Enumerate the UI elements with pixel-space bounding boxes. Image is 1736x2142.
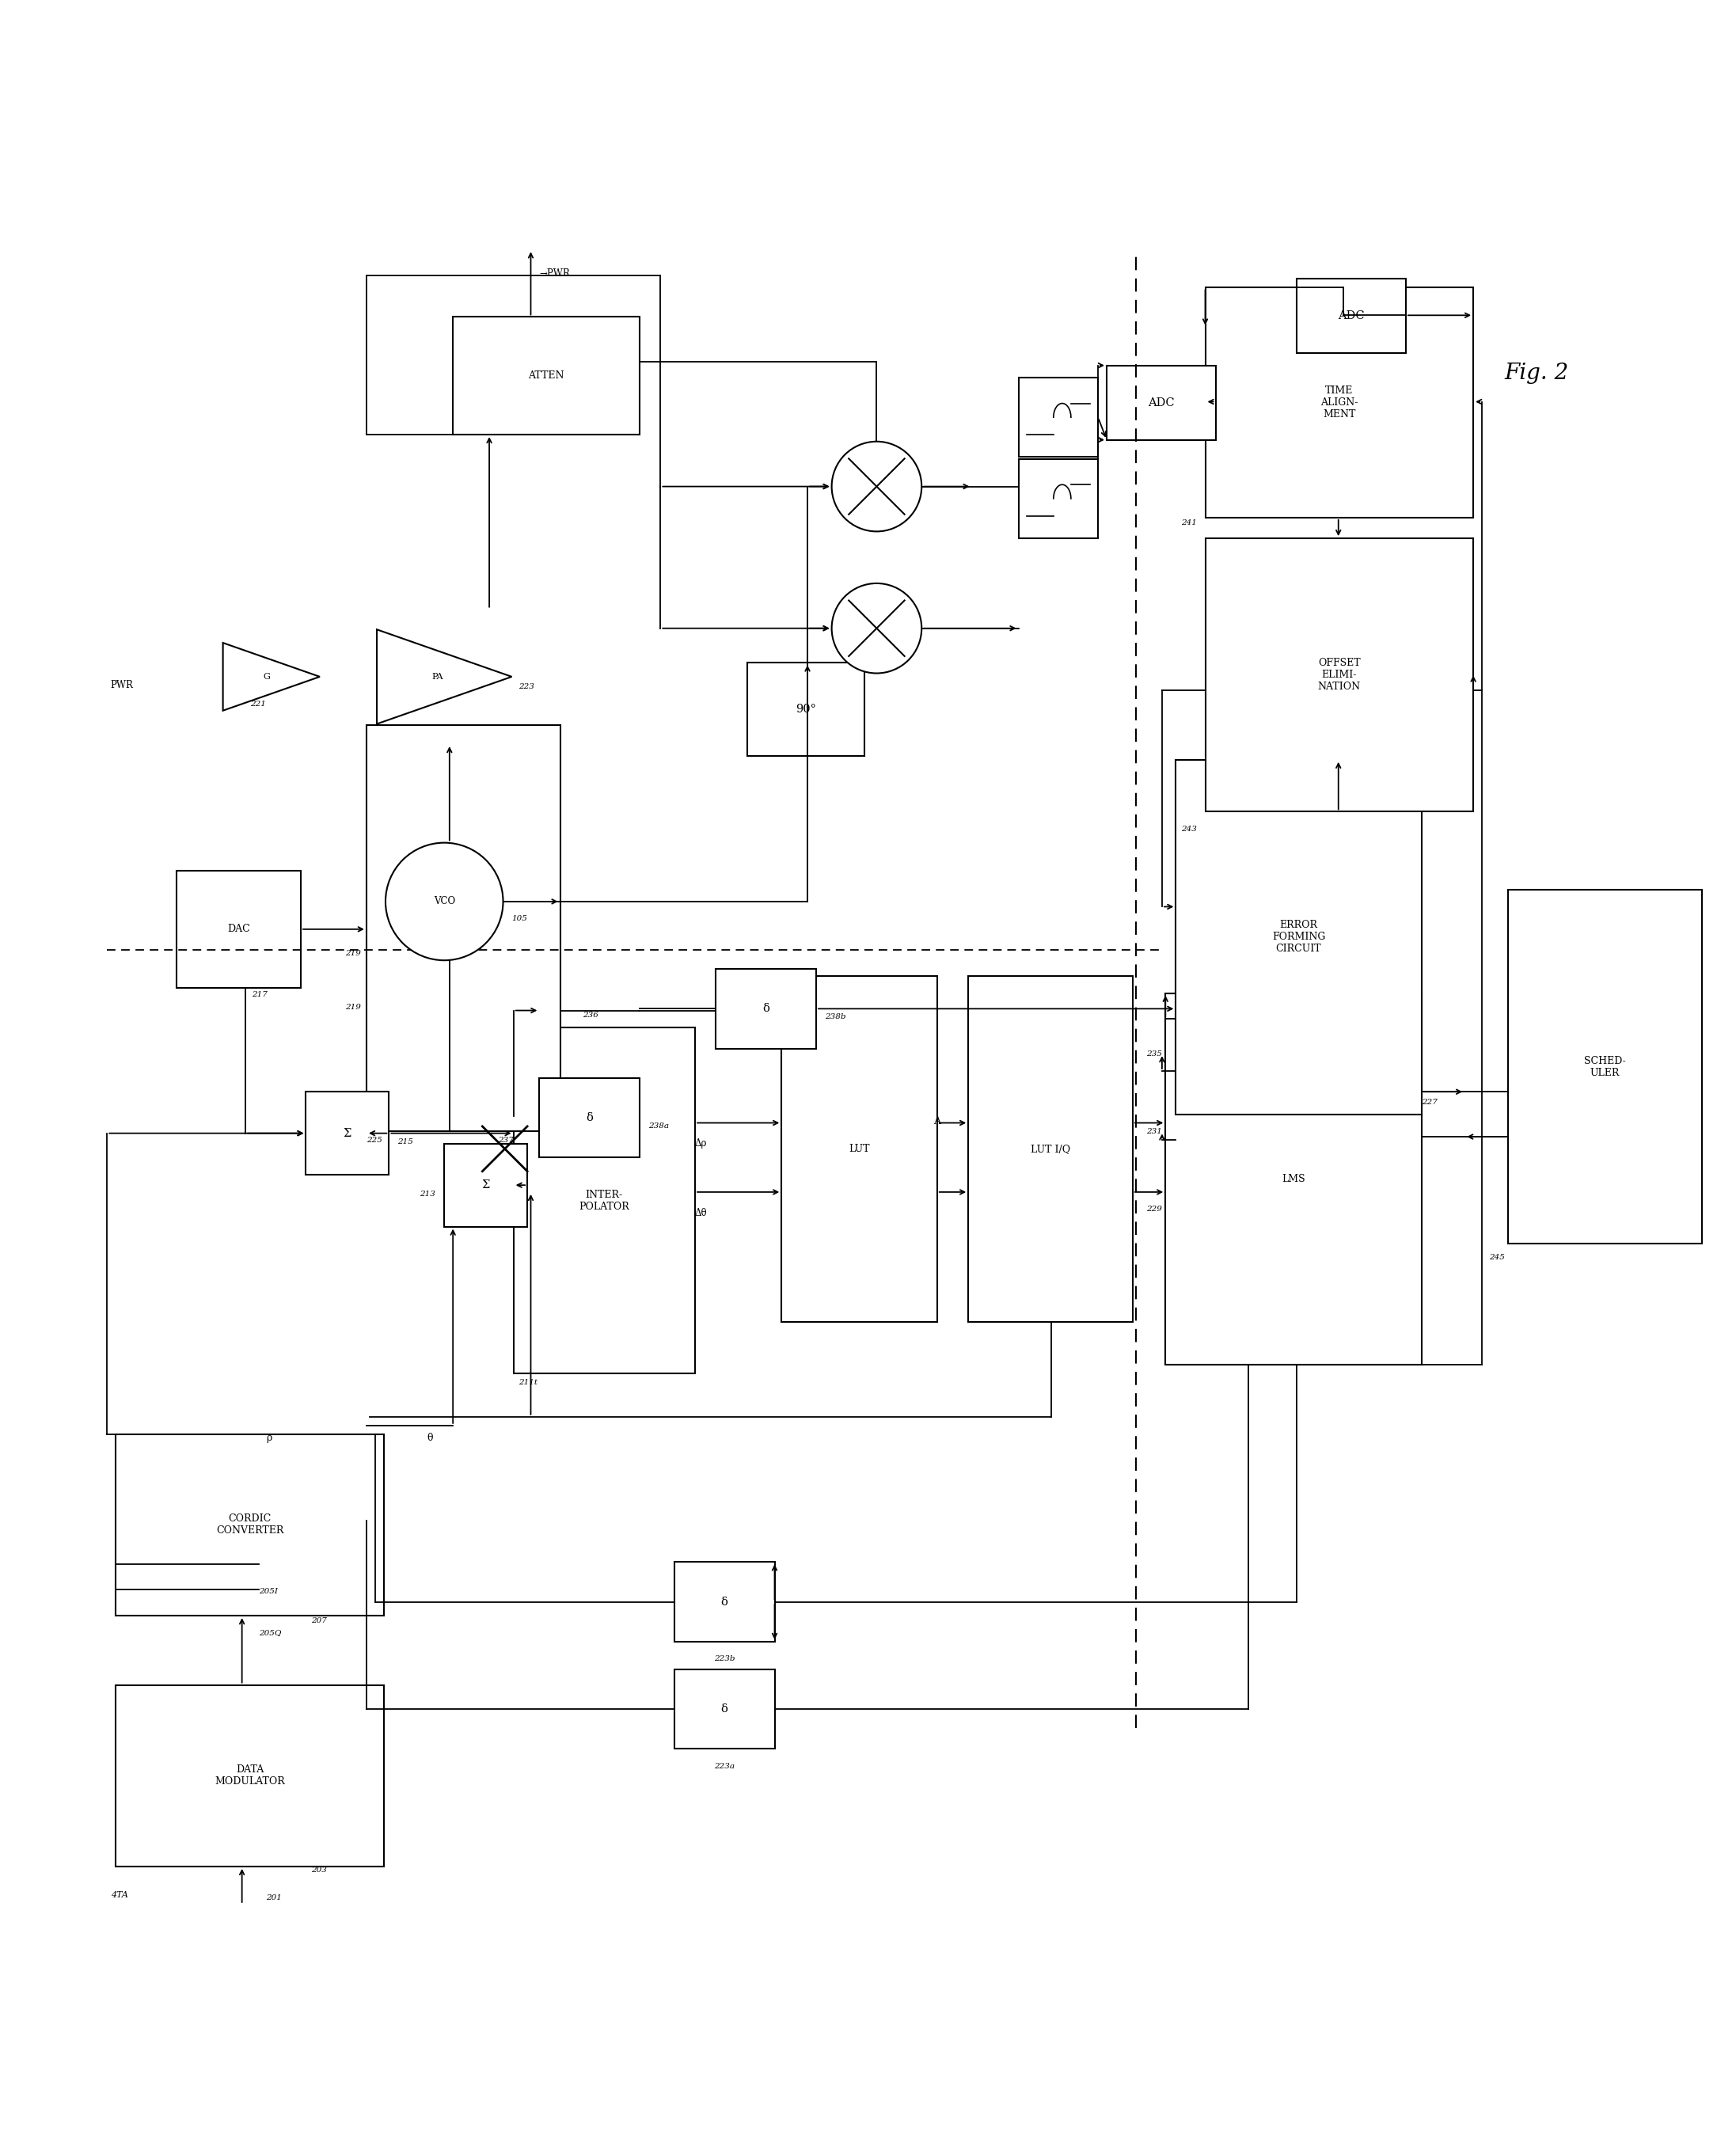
- FancyBboxPatch shape: [674, 1669, 774, 1748]
- Text: Δθ: Δθ: [694, 1208, 708, 1219]
- Text: Σ: Σ: [344, 1127, 352, 1140]
- FancyBboxPatch shape: [366, 726, 561, 1131]
- FancyBboxPatch shape: [1106, 366, 1215, 439]
- Text: LMS: LMS: [1281, 1174, 1305, 1185]
- Text: 236: 236: [583, 1011, 599, 1020]
- Text: ERROR
FORMING
CIRCUIT: ERROR FORMING CIRCUIT: [1272, 919, 1325, 953]
- Text: OFFSET
ELIMI-
NATION: OFFSET ELIMI- NATION: [1318, 658, 1361, 692]
- Circle shape: [832, 583, 922, 673]
- Text: 213: 213: [420, 1191, 436, 1197]
- Text: INTER-
POLATOR: INTER- POLATOR: [580, 1189, 630, 1212]
- Text: ρ: ρ: [266, 1433, 273, 1444]
- Text: 235: 235: [1146, 1050, 1161, 1058]
- Text: PA: PA: [432, 673, 443, 681]
- Text: TIME
ALIGN-
MENT: TIME ALIGN- MENT: [1321, 386, 1358, 420]
- Text: →PWR: →PWR: [540, 268, 569, 278]
- FancyBboxPatch shape: [1205, 538, 1474, 812]
- Text: Fig. 2: Fig. 2: [1505, 362, 1569, 383]
- Text: 231: 231: [1146, 1129, 1161, 1135]
- Text: DATA
MODULATOR: DATA MODULATOR: [215, 1765, 285, 1786]
- Polygon shape: [222, 643, 319, 711]
- Text: 238a: 238a: [648, 1122, 668, 1129]
- Text: ADC: ADC: [1147, 396, 1175, 409]
- Text: 201: 201: [266, 1894, 281, 1902]
- Text: 215: 215: [398, 1140, 413, 1146]
- FancyBboxPatch shape: [116, 1435, 384, 1615]
- Text: 205Q: 205Q: [259, 1630, 281, 1636]
- Text: 4TA: 4TA: [111, 1891, 128, 1900]
- Bar: [1019, 458, 1097, 538]
- Text: LUT: LUT: [849, 1144, 870, 1155]
- Text: DIGITAL
PHASE
MODU-
LATOR: DIGITAL PHASE MODU- LATOR: [441, 906, 484, 951]
- Text: 243: 243: [1180, 825, 1196, 833]
- Text: 219: 219: [345, 949, 361, 957]
- Circle shape: [385, 842, 503, 960]
- Text: PWR: PWR: [111, 681, 134, 690]
- Text: SCHED-
ULER: SCHED- ULER: [1583, 1056, 1625, 1077]
- Text: 227: 227: [1422, 1099, 1437, 1105]
- FancyBboxPatch shape: [1205, 287, 1474, 518]
- Text: δ: δ: [587, 1112, 594, 1122]
- FancyBboxPatch shape: [177, 870, 300, 987]
- FancyBboxPatch shape: [116, 1686, 384, 1866]
- Text: 90°: 90°: [795, 705, 816, 715]
- Bar: [1019, 377, 1097, 456]
- Text: δ: δ: [762, 1002, 769, 1015]
- FancyBboxPatch shape: [746, 662, 865, 756]
- Text: δ: δ: [720, 1703, 727, 1714]
- Text: 211t: 211t: [519, 1379, 538, 1386]
- FancyBboxPatch shape: [444, 1144, 528, 1227]
- Text: Σ: Σ: [481, 1180, 490, 1191]
- Text: 207: 207: [311, 1617, 326, 1624]
- Text: 223: 223: [519, 683, 535, 690]
- Text: 223b: 223b: [713, 1656, 734, 1662]
- Text: δ: δ: [720, 1596, 727, 1606]
- FancyBboxPatch shape: [306, 1092, 389, 1174]
- Text: 229: 229: [1146, 1206, 1161, 1212]
- Text: CORDIC
CONVERTER: CORDIC CONVERTER: [215, 1514, 283, 1536]
- Text: 205I: 205I: [259, 1587, 278, 1596]
- Text: 219: 219: [345, 1002, 361, 1011]
- FancyBboxPatch shape: [540, 1077, 641, 1157]
- Text: DAC: DAC: [227, 923, 250, 934]
- Text: VCO: VCO: [434, 895, 455, 906]
- Text: ATTEN: ATTEN: [528, 371, 564, 381]
- Text: 245: 245: [1489, 1253, 1505, 1262]
- FancyBboxPatch shape: [781, 977, 937, 1322]
- FancyBboxPatch shape: [969, 977, 1132, 1322]
- Text: 105: 105: [512, 915, 528, 923]
- Circle shape: [832, 441, 922, 531]
- Text: 225: 225: [366, 1137, 382, 1144]
- Text: A: A: [934, 1116, 941, 1127]
- Text: 221: 221: [250, 700, 266, 707]
- Text: 223a: 223a: [713, 1763, 734, 1769]
- Text: 203: 203: [311, 1866, 326, 1874]
- Text: ADC: ADC: [1338, 311, 1364, 321]
- FancyBboxPatch shape: [453, 317, 641, 435]
- Text: LUT I/Q: LUT I/Q: [1031, 1144, 1071, 1155]
- Polygon shape: [377, 630, 512, 724]
- Text: 217: 217: [252, 992, 267, 998]
- FancyBboxPatch shape: [1165, 994, 1422, 1364]
- FancyBboxPatch shape: [1509, 889, 1701, 1245]
- FancyBboxPatch shape: [715, 968, 816, 1050]
- Text: G: G: [262, 673, 271, 681]
- Text: θ: θ: [427, 1433, 432, 1444]
- Text: 237: 237: [498, 1137, 514, 1144]
- FancyBboxPatch shape: [514, 1028, 694, 1373]
- Text: 238b: 238b: [825, 1013, 845, 1022]
- Text: Δρ: Δρ: [694, 1140, 707, 1148]
- FancyBboxPatch shape: [1297, 278, 1406, 353]
- Text: 241: 241: [1180, 518, 1196, 527]
- FancyBboxPatch shape: [674, 1562, 774, 1641]
- FancyBboxPatch shape: [1175, 760, 1422, 1114]
